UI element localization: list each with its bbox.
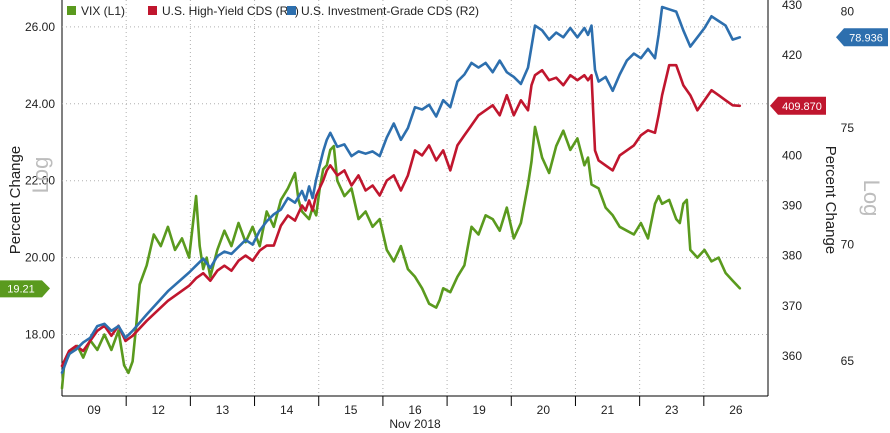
x-tick-label: 16 bbox=[408, 403, 422, 417]
x-axis-title: Nov 2018 bbox=[389, 417, 441, 431]
right-axis-scale-word: Log bbox=[859, 180, 884, 217]
legend-item-vix-swatch bbox=[67, 6, 76, 15]
x-tick-label: 23 bbox=[665, 403, 679, 417]
high-yield-cds-series-line bbox=[60, 63, 742, 368]
high-yield-last-value-tag bbox=[770, 96, 826, 115]
r1-tick-label: 420 bbox=[782, 48, 802, 62]
r1-tick-label: 430 bbox=[782, 0, 802, 12]
r2-tick-label: 65 bbox=[841, 354, 855, 368]
x-tick-label: 15 bbox=[344, 403, 358, 417]
x-tick-label: 12 bbox=[152, 403, 166, 417]
legend-item-investment-grade-cds-swatch bbox=[287, 6, 296, 15]
investment-grade-cds-series-line bbox=[60, 5, 742, 374]
vix-last-value-label: 19.21 bbox=[7, 283, 35, 295]
r2-tick-label: 80 bbox=[841, 5, 855, 19]
investment-grade-last-value-tag bbox=[836, 28, 888, 47]
high-yield-last-value-label: 409.870 bbox=[782, 101, 822, 113]
right-axis-title: Percent Change bbox=[822, 146, 839, 254]
x-tick-label: 21 bbox=[601, 403, 615, 417]
r1-tick-label: 380 bbox=[782, 249, 802, 263]
left-axis-scale-word: Log bbox=[28, 157, 53, 194]
left-tick-label: 24.00 bbox=[25, 97, 55, 111]
r1-tick-label: 370 bbox=[782, 299, 802, 313]
legend-item-investment-grade-cds-label: U.S. Investment-Grade CDS (R2) bbox=[301, 4, 479, 18]
vix-series-line bbox=[60, 125, 742, 390]
r2-tick-label: 70 bbox=[841, 238, 855, 252]
left-axis-title: Percent Change bbox=[7, 146, 24, 254]
legend-item-vix-label: VIX (L1) bbox=[81, 4, 125, 18]
investment-grade-last-value-label: 78.936 bbox=[849, 32, 883, 44]
left-tick-label: 22.00 bbox=[25, 174, 55, 188]
r1-tick-label: 360 bbox=[782, 349, 802, 363]
x-tick-label: 14 bbox=[280, 403, 294, 417]
x-tick-label: 09 bbox=[87, 403, 101, 417]
left-tick-label: 20.00 bbox=[25, 251, 55, 265]
legend-item-high-yield-cds-swatch bbox=[148, 6, 157, 15]
left-tick-label: 26.00 bbox=[25, 20, 55, 34]
x-tick-label: 13 bbox=[216, 403, 230, 417]
x-tick-label: 26 bbox=[729, 403, 743, 417]
x-tick-label: 19 bbox=[473, 403, 487, 417]
r1-tick-label: 400 bbox=[782, 148, 802, 162]
r2-tick-label: 75 bbox=[841, 121, 855, 135]
vix-last-value-tag-arrow bbox=[42, 280, 50, 298]
legend-item-high-yield-cds-label: U.S. High-Yield CDS (R1) bbox=[162, 4, 299, 18]
vix-last-value-tag bbox=[0, 280, 42, 298]
r1-tick-label: 390 bbox=[782, 199, 802, 213]
left-tick-label: 18.00 bbox=[25, 327, 55, 341]
x-tick-label: 20 bbox=[537, 403, 551, 417]
